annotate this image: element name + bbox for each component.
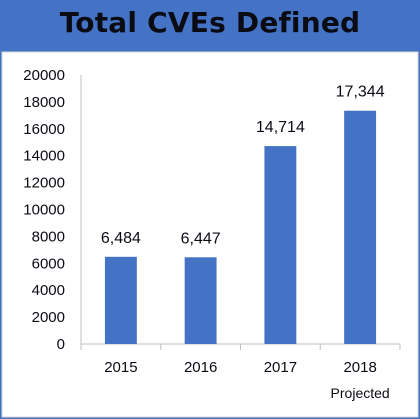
data-label-2018: 17,344 [336, 84, 385, 101]
y-tick-label: 16000 [23, 121, 65, 138]
data-label-2017: 14,714 [256, 119, 305, 136]
y-tick-label: 20000 [23, 67, 65, 84]
y-tick-label: 14000 [23, 148, 65, 165]
chart-title: Total CVEs Defined [59, 6, 361, 39]
x-tick-label-2018: 2018 [343, 359, 376, 376]
x-tick-label-2016: 2016 [184, 359, 217, 376]
y-tick-label: 4000 [32, 282, 65, 299]
x-category-ticks [80, 344, 401, 350]
x-tick-sublabel: Projected [331, 385, 390, 401]
y-tick-label: 8000 [32, 228, 65, 245]
y-tick-labels: 0 2000 4000 6000 8000 10000 12000 14000 16000 180… [23, 67, 65, 353]
bar-2017 [264, 146, 297, 344]
bar-2018 [344, 110, 377, 344]
bars [104, 110, 377, 344]
y-tick-label: 10000 [23, 202, 65, 219]
y-tick-label: 12000 [23, 175, 65, 192]
y-tick-label: 18000 [23, 94, 65, 111]
x-tick-labels: 2015 2016 2017 2018 Projected [104, 359, 390, 401]
x-tick-label-2015: 2015 [104, 359, 137, 376]
bar-2016 [184, 257, 217, 344]
y-tick-label: 2000 [32, 309, 65, 326]
data-label-2016: 6,447 [181, 230, 221, 247]
y-tick-label: 6000 [32, 255, 65, 272]
data-label-2015: 6,484 [101, 230, 141, 247]
bar-2015 [104, 256, 137, 344]
y-tick-label: 0 [57, 336, 65, 353]
x-tick-label-2017: 2017 [264, 359, 297, 376]
data-labels: 6,484 6,447 14,714 17,344 [101, 84, 385, 248]
